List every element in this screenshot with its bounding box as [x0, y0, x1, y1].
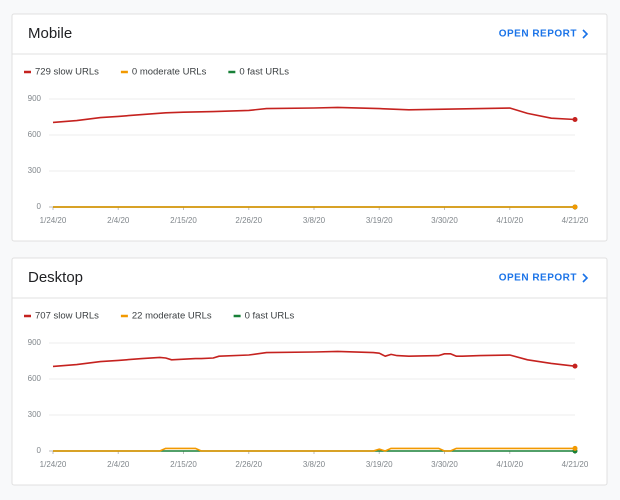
- y-tick-label: 300: [28, 166, 42, 175]
- x-tick-label: 3/19/20: [366, 216, 393, 225]
- x-tick-label: 2/4/20: [107, 216, 130, 225]
- x-tick-label: 4/10/20: [496, 460, 523, 469]
- y-tick-label: 0: [37, 446, 42, 455]
- open-report-text: OPEN REPORT: [499, 273, 577, 284]
- open-report[interactable]: OPEN REPORT: [499, 29, 589, 40]
- x-tick-label: 2/4/20: [107, 460, 130, 469]
- x-tick-label: 4/21/20: [562, 460, 589, 469]
- card: Mobile OPEN REPORT 729 slow URLs 0 moderate…: [11, 13, 608, 242]
- x-tick-label: 3/8/20: [303, 460, 326, 469]
- series-line: [52, 106, 576, 124]
- legend-label: 0 moderate URLs: [132, 67, 207, 78]
- card-title: Mobile: [28, 25, 72, 42]
- x-tick-label: 2/26/20: [235, 216, 262, 225]
- legend-label: 0 fast URLs: [245, 311, 295, 322]
- y-tick-label: 0: [37, 202, 42, 211]
- x-tick-label: 2/26/20: [235, 460, 262, 469]
- y-tick-label: 900: [28, 94, 42, 103]
- y-tick-label: 600: [28, 130, 42, 139]
- x-tick-label: 3/19/20: [366, 460, 393, 469]
- x-tick-label: 4/10/20: [496, 216, 523, 225]
- end-dot: [572, 363, 578, 369]
- end-dot: [572, 204, 578, 210]
- end-dot: [572, 445, 578, 451]
- chevron: [582, 29, 589, 39]
- x-tick-label: 3/30/20: [431, 216, 458, 225]
- open-report-text: OPEN REPORT: [499, 29, 577, 40]
- legend-label: 707 slow URLs: [35, 311, 99, 322]
- series-line: [52, 350, 576, 368]
- series-line: [53, 447, 575, 452]
- open-report[interactable]: OPEN REPORT: [499, 273, 589, 284]
- legend-label: 729 slow URLs: [35, 67, 99, 78]
- y-tick-label: 300: [28, 410, 42, 419]
- legend-label: 0 fast URLs: [239, 67, 289, 78]
- card-bg: [11, 257, 608, 486]
- legend-label: 22 moderate URLs: [132, 311, 212, 322]
- x-tick-label: 1/24/20: [40, 460, 67, 469]
- end-dot: [572, 117, 578, 123]
- x-tick-label: 3/8/20: [303, 216, 326, 225]
- card-bg: [11, 13, 608, 242]
- y-tick-label: 900: [28, 338, 42, 347]
- card-title: Desktop: [28, 269, 83, 286]
- chevron: [582, 273, 589, 283]
- x-tick-label: 3/30/20: [431, 460, 458, 469]
- x-tick-label: 4/21/20: [562, 216, 589, 225]
- card: Desktop OPEN REPORT 707 slow URLs 22 modera…: [11, 257, 608, 486]
- x-tick-label: 2/15/20: [170, 460, 197, 469]
- x-tick-label: 1/24/20: [40, 216, 67, 225]
- y-tick-label: 600: [28, 374, 42, 383]
- x-tick-label: 2/15/20: [170, 216, 197, 225]
